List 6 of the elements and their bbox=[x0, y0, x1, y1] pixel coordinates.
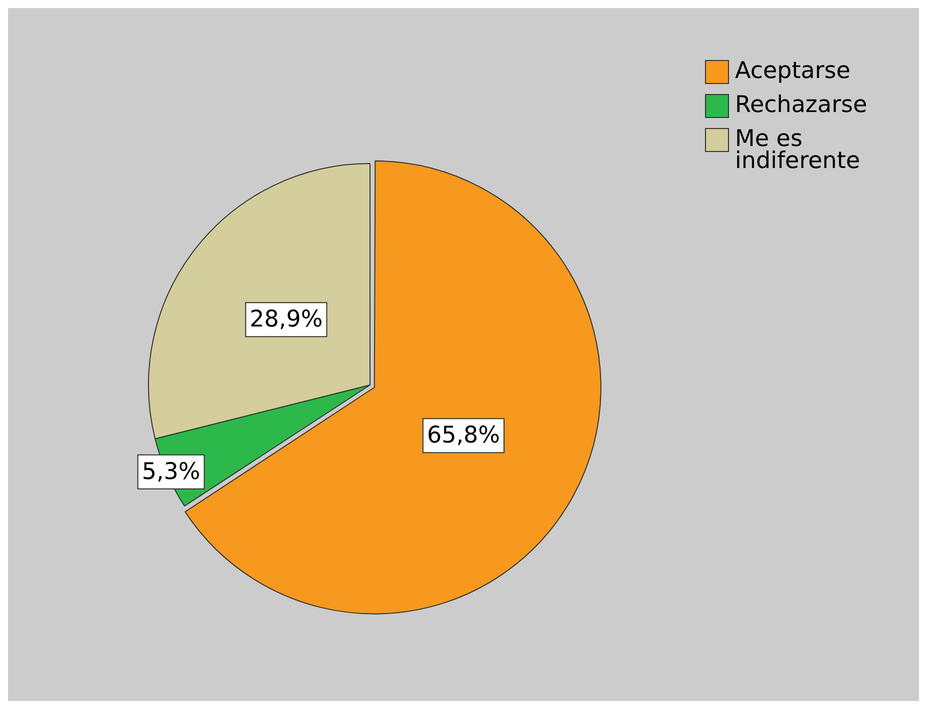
data-label: 5,3% bbox=[142, 458, 200, 485]
data-label: 65,8% bbox=[426, 422, 500, 449]
legend-label: Rechazarse bbox=[735, 92, 868, 118]
data-label: 28,9% bbox=[250, 306, 323, 333]
legend-label: Me es indiferente bbox=[735, 126, 862, 174]
legend-label: Aceptarse bbox=[735, 58, 852, 84]
